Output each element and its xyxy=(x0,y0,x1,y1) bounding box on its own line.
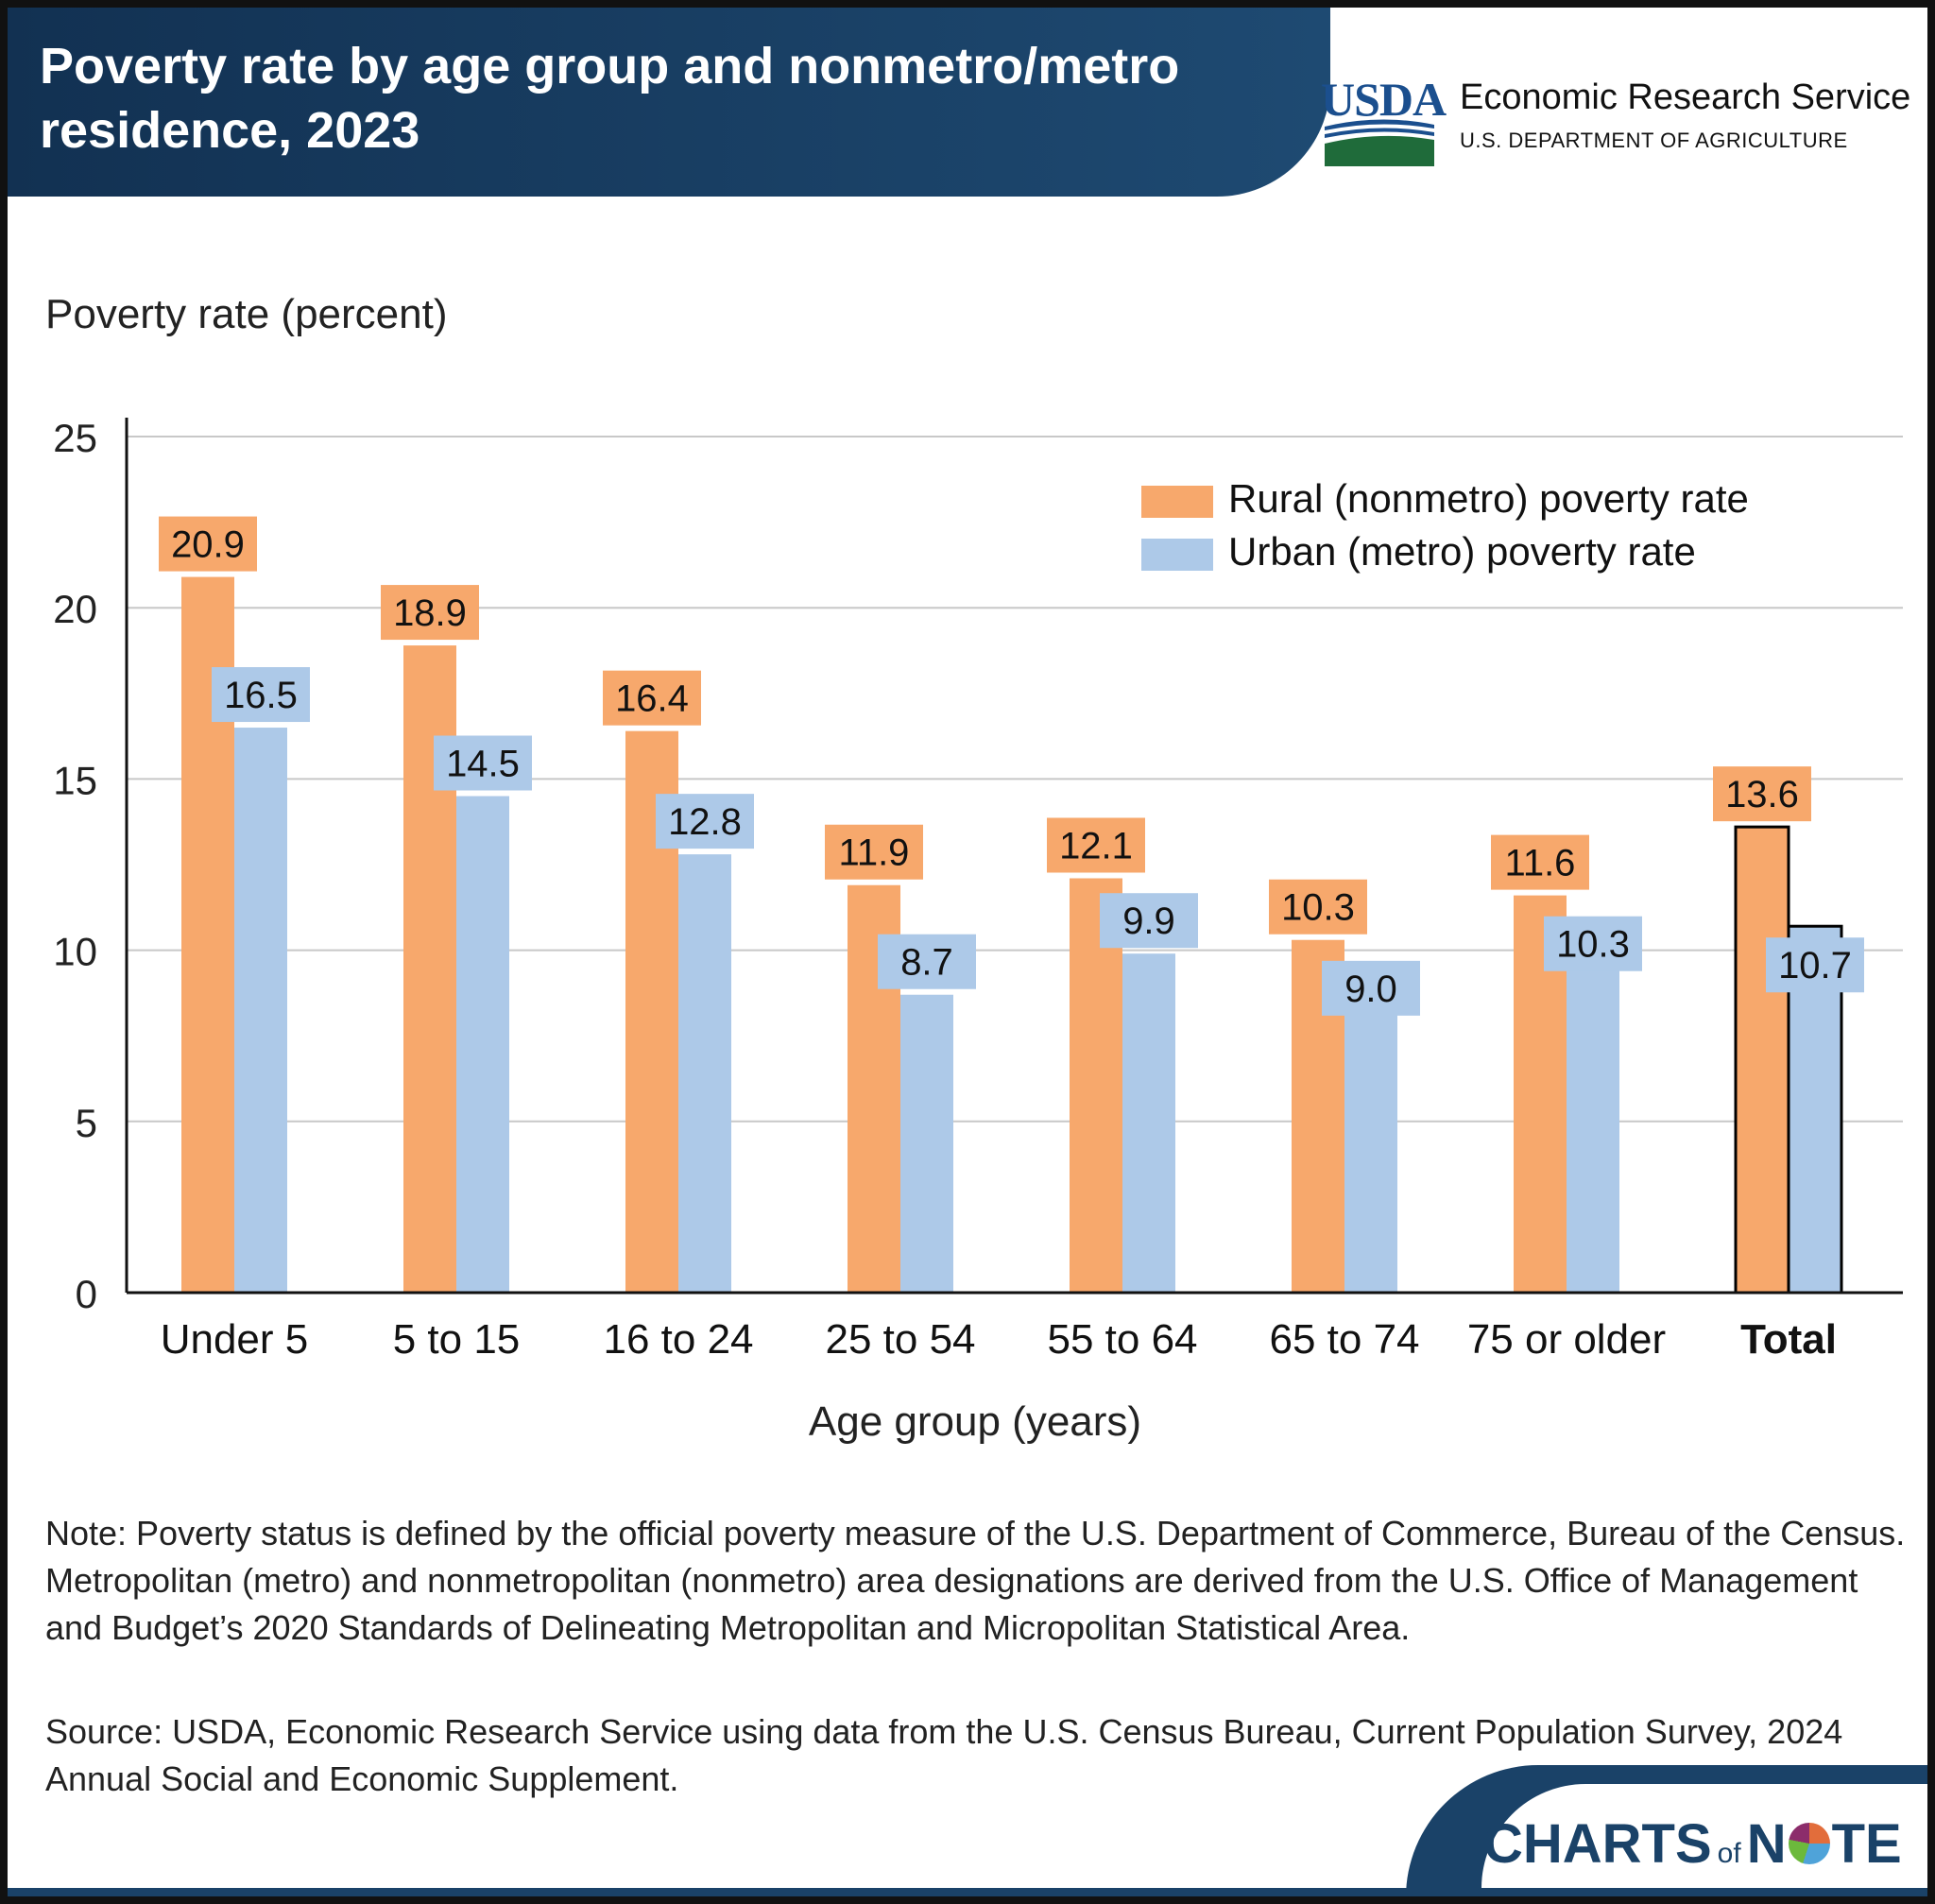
data-label-bg-rural xyxy=(381,585,479,641)
data-label-bg-urban xyxy=(1766,937,1864,993)
data-label-rural: 11.9 xyxy=(839,832,910,874)
data-label-urban: 9.9 xyxy=(1122,901,1175,942)
x-tick-label: 25 to 54 xyxy=(825,1316,975,1363)
data-label-bg-rural xyxy=(603,670,701,726)
data-label-urban: 9.0 xyxy=(1344,969,1397,1010)
data-label-rural: 13.6 xyxy=(1725,774,1799,815)
charts-of-note-logo: CHARTS of N TE xyxy=(1483,1812,1902,1888)
legend-label-urban: Urban (metro) poverty rate xyxy=(1228,529,1696,574)
bar-urban xyxy=(234,728,287,1293)
data-label-rural: 20.9 xyxy=(171,524,245,566)
data-label-bg-rural xyxy=(825,824,923,880)
bar-urban xyxy=(456,796,509,1293)
x-tick-label: Total xyxy=(1740,1316,1837,1363)
footnote: Note: Poverty status is defined by the o… xyxy=(45,1514,1906,1647)
header-band xyxy=(8,8,1330,197)
bar-urban xyxy=(1567,939,1619,1293)
bar-urban xyxy=(1344,984,1397,1293)
x-tick-label: 5 to 15 xyxy=(393,1316,521,1363)
chart-title: Poverty rate by age group and nonmetro/m… xyxy=(40,38,1180,159)
x-tick-label: 16 to 24 xyxy=(603,1316,753,1363)
bar-chart: 0 5 10 15 20 25 Under 5 20.9 16.5 5 to 15 18.9 14.5… xyxy=(53,416,1903,1363)
corner-inner xyxy=(1481,1784,1927,1888)
data-label-urban: 16.5 xyxy=(224,675,298,716)
legend-swatch-urban xyxy=(1141,539,1213,571)
usda-ers-logo: USDA Economic Research Service U.S. DEPA… xyxy=(1321,72,1926,166)
logo-text-charts: CHARTS xyxy=(1483,1813,1712,1875)
pie-chart-icon xyxy=(1788,1823,1830,1864)
data-label-rural: 10.3 xyxy=(1281,887,1355,929)
data-label-bg-urban xyxy=(878,934,976,989)
y-axis-title: Poverty rate (percent) xyxy=(45,291,448,337)
data-label-urban: 12.8 xyxy=(668,801,742,843)
data-label-bg-urban xyxy=(1100,893,1198,949)
bar-urban xyxy=(678,854,731,1293)
source-note: Source: USDA, Economic Research Service … xyxy=(45,1712,1843,1798)
y-tick-label: 25 xyxy=(53,416,97,460)
data-label-bg-rural xyxy=(1491,834,1589,890)
y-tick-label: 10 xyxy=(53,930,97,974)
data-label-bg-urban xyxy=(434,735,532,791)
x-tick-label: Under 5 xyxy=(161,1316,309,1363)
data-label-urban: 8.7 xyxy=(900,942,953,984)
data-label-bg-rural xyxy=(1713,766,1811,822)
data-label-bg-urban xyxy=(1322,960,1420,1016)
data-label-bg-rural xyxy=(1269,879,1367,935)
x-tick-label: 75 or older xyxy=(1467,1316,1666,1363)
bar-urban xyxy=(900,994,953,1293)
data-label-rural: 18.9 xyxy=(393,592,467,634)
usda-dept-name: U.S. DEPARTMENT OF AGRICULTURE xyxy=(1460,129,1848,152)
data-label-urban: 10.7 xyxy=(1778,945,1852,986)
bottom-strip xyxy=(8,1888,1927,1896)
data-label-urban: 14.5 xyxy=(446,744,520,785)
usda-logo-text: USDA xyxy=(1321,73,1447,126)
data-label-bg-urban xyxy=(656,794,754,849)
x-tick-label: 65 to 74 xyxy=(1269,1316,1419,1363)
legend-swatch-rural xyxy=(1141,486,1213,518)
bar-rural xyxy=(1734,825,1790,1295)
data-label-bg-urban xyxy=(212,667,310,723)
y-tick-label: 5 xyxy=(76,1101,97,1145)
ers-name: Economic Research Service xyxy=(1460,77,1911,117)
data-label-bg-rural xyxy=(1047,817,1145,873)
legend-label-rural: Rural (nonmetro) poverty rate xyxy=(1228,476,1749,521)
data-label-bg-urban xyxy=(1544,916,1642,971)
data-label-rural: 11.6 xyxy=(1505,843,1576,884)
logo-text-of: of xyxy=(1717,1838,1741,1869)
y-tick-label: 20 xyxy=(53,587,97,631)
x-axis-title: Age group (years) xyxy=(808,1398,1142,1445)
bar-urban xyxy=(1122,953,1175,1293)
x-tick-label: 55 to 64 xyxy=(1047,1316,1197,1363)
y-tick-label: 0 xyxy=(76,1272,97,1316)
logo-text-te: TE xyxy=(1831,1813,1902,1875)
usda-logo-icon xyxy=(1325,119,1434,166)
data-label-urban: 10.3 xyxy=(1556,924,1630,966)
data-label-rural: 12.1 xyxy=(1059,825,1133,866)
data-label-bg-rural xyxy=(159,516,257,572)
data-label-rural: 16.4 xyxy=(615,678,689,720)
logo-text-n: N xyxy=(1746,1813,1787,1875)
y-tick-label: 15 xyxy=(53,758,97,802)
